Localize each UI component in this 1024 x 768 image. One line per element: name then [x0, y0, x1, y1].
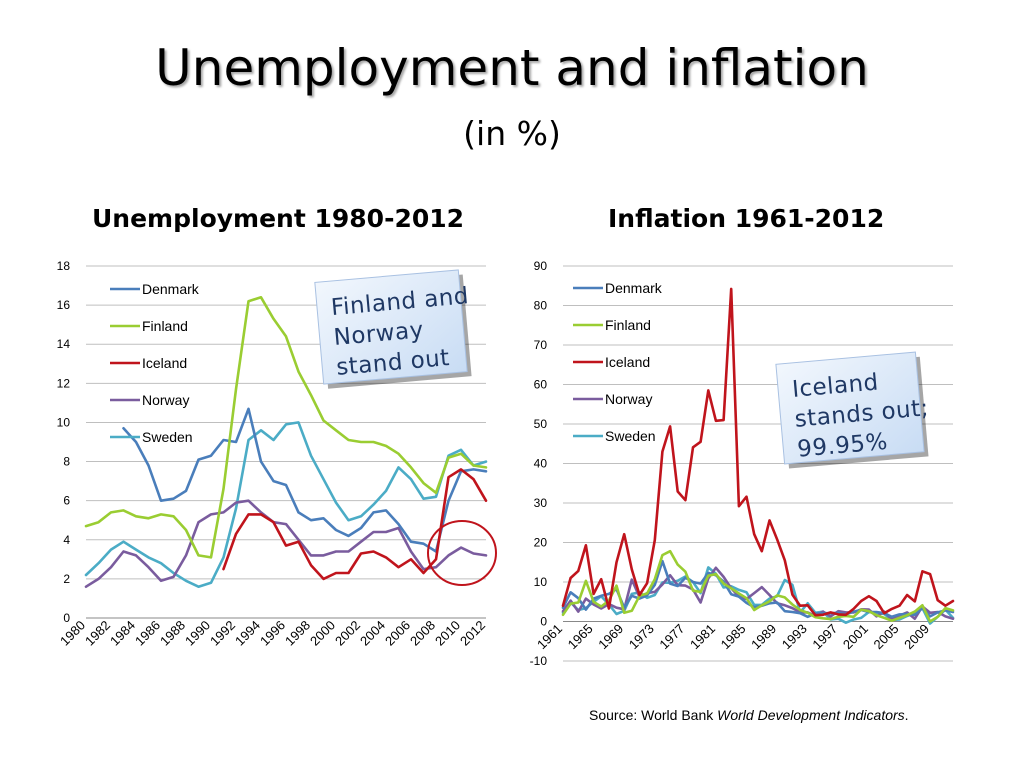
- source-suffix: .: [904, 707, 909, 723]
- x-tick-label: 1977: [656, 621, 687, 652]
- y-tick-label: 8: [63, 455, 70, 469]
- legend-label: Sweden: [142, 429, 193, 445]
- series-line-denmark: [122, 407, 488, 553]
- inflation-chart-title: Inflation 1961-2012: [608, 204, 885, 233]
- x-tick-label: 2001: [840, 621, 871, 652]
- source-italic: World Development Indicators: [717, 707, 905, 723]
- slide-title: Unemployment and inflation: [155, 39, 869, 97]
- y-tick-label: 20: [534, 536, 548, 550]
- y-tick-label: 70: [534, 338, 548, 352]
- y-tick-label: 18: [57, 259, 71, 273]
- source-note: Source: World Bank World Development Ind…: [589, 707, 909, 723]
- x-tick-label: 1993: [779, 621, 810, 652]
- y-tick-label: 16: [57, 298, 71, 312]
- x-tick-label: 2009: [901, 621, 932, 652]
- y-tick-label: 80: [534, 299, 548, 313]
- y-tick-label: 30: [534, 496, 548, 510]
- x-tick-label: 1973: [626, 621, 657, 652]
- x-tick-label: 1985: [718, 621, 749, 652]
- y-tick-label: 12: [57, 376, 71, 390]
- y-tick-label: 2: [63, 572, 70, 586]
- x-tick-label: 2005: [871, 621, 902, 652]
- y-tick-label: 6: [63, 494, 70, 508]
- highlight-circle: [427, 520, 497, 586]
- y-tick-label: -10: [530, 654, 548, 668]
- source-prefix: Source: World Bank: [589, 707, 718, 723]
- y-tick-label: 0: [540, 615, 547, 629]
- legend-label: Denmark: [605, 280, 663, 296]
- y-tick-label: 14: [57, 337, 71, 351]
- legend-label: Finland: [605, 317, 651, 333]
- y-tick-label: 40: [534, 457, 548, 471]
- unemployment-chart-title: Unemployment 1980-2012: [92, 204, 465, 233]
- series-line-finland: [84, 295, 488, 559]
- legend-label: Denmark: [142, 281, 200, 297]
- legend-label: Iceland: [142, 355, 187, 371]
- legend-label: Sweden: [605, 428, 656, 444]
- y-tick-label: 10: [57, 415, 71, 429]
- y-tick-label: 10: [534, 575, 548, 589]
- series-line-iceland: [222, 468, 488, 581]
- x-tick-label: 1997: [809, 621, 840, 652]
- series-line-norway: [84, 499, 488, 589]
- x-tick-label: 1965: [565, 621, 596, 652]
- callout-box: [314, 269, 468, 385]
- x-tick-label: 1981: [687, 621, 718, 652]
- y-tick-label: 50: [534, 417, 548, 431]
- legend-label: Finland: [142, 318, 188, 334]
- legend-label: Norway: [605, 391, 652, 407]
- y-tick-label: 4: [63, 533, 70, 547]
- y-tick-label: 60: [534, 378, 548, 392]
- series-line-finland: [561, 549, 955, 623]
- callout-box: [775, 351, 925, 465]
- slide-subtitle: (in %): [463, 114, 561, 153]
- x-tick-label: 1961: [534, 621, 565, 652]
- x-tick-label: 1969: [595, 621, 626, 652]
- y-tick-label: 0: [63, 611, 70, 625]
- x-tick-label: 1989: [748, 621, 779, 652]
- legend-label: Iceland: [605, 354, 650, 370]
- series-line-sweden: [84, 421, 488, 589]
- y-tick-label: 90: [534, 259, 548, 273]
- legend-label: Norway: [142, 392, 189, 408]
- series-line-iceland: [561, 287, 955, 617]
